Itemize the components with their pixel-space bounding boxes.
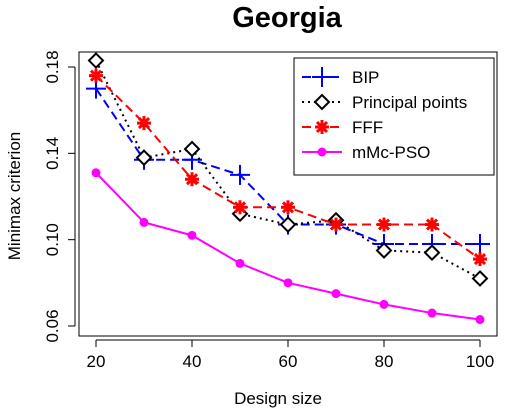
point-fff-60 xyxy=(281,200,295,215)
point-fff-80 xyxy=(377,217,391,232)
point-mmc-pso-40 xyxy=(187,230,197,240)
point-mmc-pso-20 xyxy=(91,168,101,178)
legend-marker-bip xyxy=(312,67,332,87)
point-mmc-pso-80 xyxy=(379,299,389,309)
legend-label-bip: BIP xyxy=(352,68,379,87)
legend-entry-fff: FFF xyxy=(302,118,383,137)
point-fff-20 xyxy=(89,68,103,83)
series-layer xyxy=(86,52,490,325)
legend-label-mmc-pso: mMc-PSO xyxy=(352,143,430,162)
legend-marker-fff-d2 xyxy=(315,120,329,134)
series-line-mmc-pso xyxy=(95,172,481,321)
y-tick-label-0.10: 0.10 xyxy=(43,223,62,256)
series-mmc-pso xyxy=(91,168,485,325)
chart-title: Georgia xyxy=(232,2,342,34)
legend-entry-mmc-pso: mMc-PSO xyxy=(302,143,430,162)
series-fff xyxy=(89,68,487,267)
y-tick-label-0.18: 0.18 xyxy=(43,50,62,83)
point-fff-40 xyxy=(185,172,199,187)
legend: BIP Principal points FFF mMc-PSO xyxy=(293,57,495,176)
point-fff-20-d2 xyxy=(89,69,103,82)
point-fff-80-d2 xyxy=(377,218,391,231)
point-fff-40-d2 xyxy=(185,173,199,186)
point-fff-70-d2 xyxy=(329,218,343,231)
plot-frame xyxy=(78,51,498,337)
point-principal-points-80 xyxy=(375,242,393,259)
y-axis-label: Minimax criterion xyxy=(5,132,24,260)
point-fff-30 xyxy=(137,116,151,131)
legend-marker-principal-points xyxy=(313,93,331,111)
point-mmc-pso-90 xyxy=(427,308,437,318)
legend-entry-principal-points: Principal points xyxy=(302,93,467,112)
point-mmc-pso-30 xyxy=(139,217,149,227)
legend-label-principal-points: Principal points xyxy=(352,93,467,112)
point-fff-30-d2 xyxy=(137,117,151,130)
legend-marker-fff xyxy=(315,120,329,134)
y-tick-label-0.06: 0.06 xyxy=(43,309,62,342)
point-fff-100 xyxy=(473,252,487,267)
point-fff-100-d2 xyxy=(473,253,487,266)
point-fff-90-d2 xyxy=(425,218,439,231)
x-tick-label-20: 20 xyxy=(87,352,106,371)
x-tick-label-60: 60 xyxy=(279,352,298,371)
point-fff-50 xyxy=(233,200,247,215)
point-fff-70 xyxy=(329,217,343,232)
point-mmc-pso-60 xyxy=(283,278,293,288)
y-tick-label-0.14: 0.14 xyxy=(43,137,62,170)
x-axis-label: Design size xyxy=(234,389,322,408)
point-mmc-pso-100 xyxy=(475,315,485,325)
axes: 20 40 60 80 100 0.06 0.10 0.14 0.18 xyxy=(43,50,494,371)
point-principal-points-30 xyxy=(135,149,153,167)
point-fff-90 xyxy=(425,217,439,232)
point-fff-60-d2 xyxy=(281,201,295,214)
legend-entry-bip: BIP xyxy=(302,67,379,87)
point-principal-points-60 xyxy=(279,216,297,233)
point-principal-points-20 xyxy=(87,52,105,69)
point-bip-100 xyxy=(470,233,490,254)
point-mmc-pso-50 xyxy=(235,258,245,268)
point-fff-50-d2 xyxy=(233,201,247,214)
x-tick-label-100: 100 xyxy=(466,352,494,371)
legend-marker-mmc-pso xyxy=(317,147,327,157)
x-tick-label-40: 40 xyxy=(183,352,202,371)
x-tick-label-80: 80 xyxy=(375,352,394,371)
point-principal-points-90 xyxy=(423,244,441,262)
point-mmc-pso-70 xyxy=(331,289,341,299)
point-principal-points-40 xyxy=(183,140,201,158)
point-principal-points-100 xyxy=(471,270,489,287)
point-bip-50 xyxy=(230,164,250,185)
legend-label-fff: FFF xyxy=(352,118,383,137)
